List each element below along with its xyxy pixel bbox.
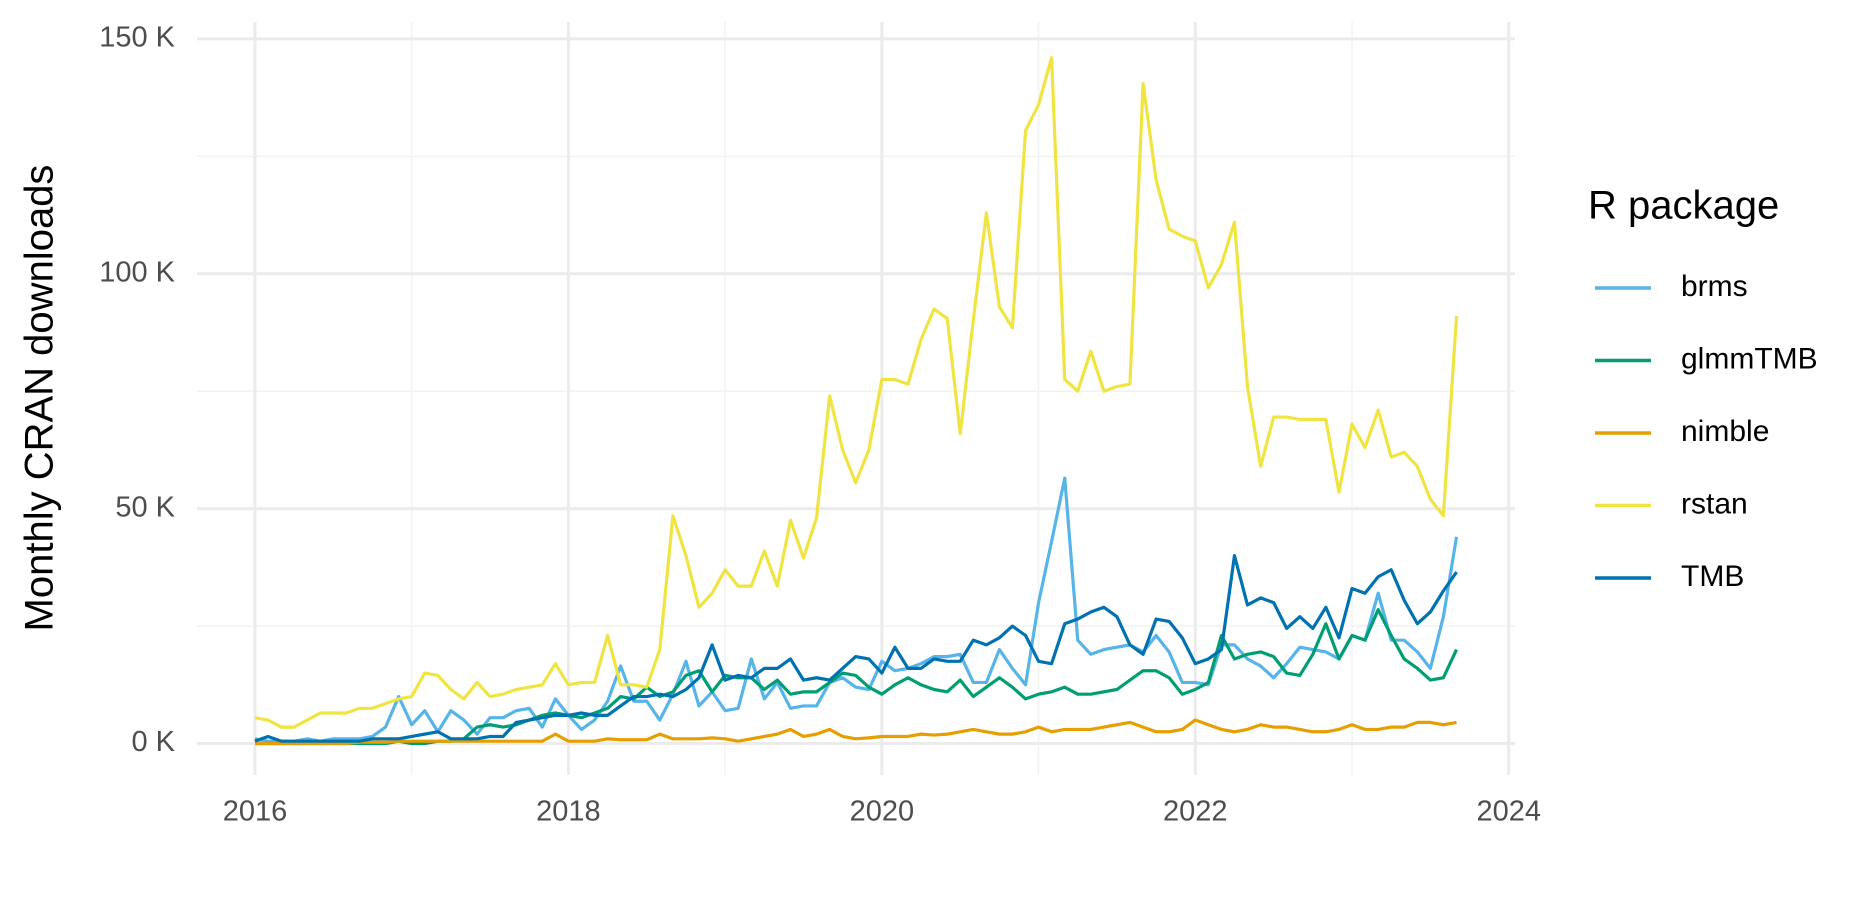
series-line bbox=[254, 476, 1459, 743]
x-tick-label: 2018 bbox=[536, 796, 601, 828]
x-tick-label: 2016 bbox=[223, 796, 288, 828]
x-tick-label: 2024 bbox=[1476, 796, 1541, 828]
legend: R package brms glmmTMB nimble rstan TMB bbox=[1588, 184, 1818, 593]
y-axis-title: Monthly CRAN downloads bbox=[18, 165, 62, 632]
legend-title: R package bbox=[1588, 184, 1779, 228]
legend-label: nimble bbox=[1681, 415, 1769, 448]
series-line bbox=[254, 718, 1457, 746]
y-tick-label: 0 K bbox=[131, 726, 175, 758]
y-tick-label: 50 K bbox=[115, 491, 175, 523]
series-line bbox=[254, 554, 1458, 743]
grid bbox=[197, 22, 1515, 775]
lines bbox=[254, 56, 1459, 746]
y-tick-label: 150 K bbox=[99, 22, 175, 54]
y-tick-label: 100 K bbox=[99, 256, 175, 288]
legend-label: brms bbox=[1681, 270, 1748, 303]
legend-label: TMB bbox=[1681, 560, 1744, 593]
x-tick-label: 2020 bbox=[850, 796, 915, 828]
legend-label: rstan bbox=[1681, 487, 1748, 520]
x-tick-label: 2022 bbox=[1163, 796, 1228, 828]
legend-label: glmmTMB bbox=[1681, 342, 1818, 375]
tick-labels: 0 K 50 K 100 K 150 K 2016 2018 2020 2022 2024 bbox=[99, 22, 1541, 828]
series-line bbox=[254, 56, 1459, 729]
